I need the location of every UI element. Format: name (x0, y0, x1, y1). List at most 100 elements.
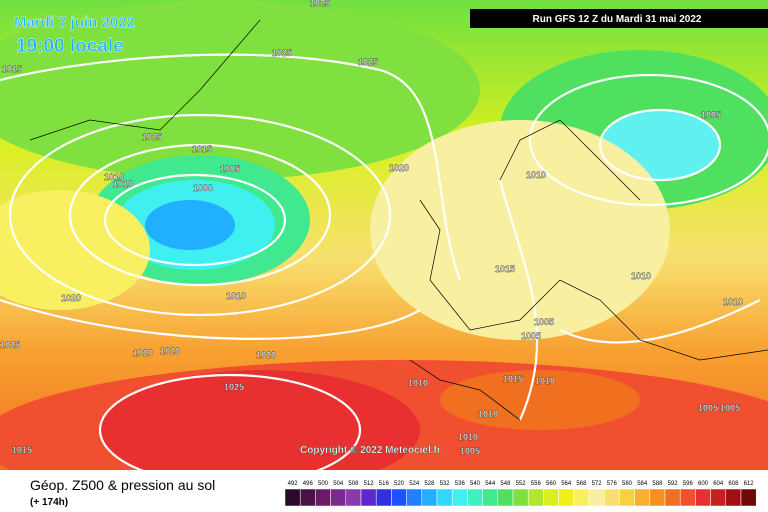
isobar-label: 1010 (113, 179, 133, 189)
scale-swatch (649, 488, 666, 507)
isobar-label: 1005 (220, 164, 240, 174)
scale-swatch (603, 488, 620, 507)
isobar-label: 1010 (631, 271, 651, 281)
scale-swatch (634, 488, 651, 507)
scale-swatch (664, 488, 681, 507)
scale-label: 528 (424, 481, 435, 487)
scale-label: 512 (364, 481, 375, 487)
isobar-label: 1015 (503, 374, 523, 384)
scale-label: 592 (668, 481, 679, 487)
color-scale: 492 496 500 504 508 512 516 520 524 528 532 536 540 5… (284, 481, 757, 507)
isobar-label: 1010 (535, 376, 555, 386)
scale-label: 596 (683, 481, 694, 487)
scale-label: 588 (652, 481, 663, 487)
isobar-label: 1015 (495, 264, 515, 274)
isobar-label: 1005 (521, 331, 541, 341)
isobar-label: 1025 (142, 132, 162, 142)
scale-label: 504 (333, 481, 344, 487)
scale-swatch (467, 488, 483, 507)
run-info: Run GFS 12 Z du Mardi 31 mai 2022 (533, 14, 702, 25)
isobar-label: 1010 (104, 172, 124, 182)
scale-label: 572 (592, 481, 603, 487)
scale-label: 508 (348, 481, 359, 487)
isobar-label: 1005 (701, 110, 721, 120)
scale-label: 564 (561, 481, 572, 487)
scale-swatch (558, 488, 575, 507)
scale-swatch (345, 488, 362, 507)
scale-swatch (512, 488, 529, 507)
scale-label: 600 (698, 481, 709, 487)
isobar-label: 1015 (192, 144, 212, 154)
scale-label: 544 (485, 481, 496, 487)
scale-swatch (451, 488, 468, 507)
scale-swatch (695, 488, 711, 507)
scale-label: 540 (470, 481, 481, 487)
scale-label: 576 (607, 481, 618, 487)
run-box (470, 9, 768, 28)
scale-label: 584 (637, 481, 648, 487)
scale-swatch (588, 488, 605, 507)
legend-title: Géop. Z500 & pression au sol (30, 477, 215, 493)
scale-swatch (299, 488, 316, 507)
scale-swatch (315, 488, 331, 507)
legend-lead: (+ 174h) (30, 497, 68, 508)
scale-label: 612 (744, 481, 755, 487)
isobar-label: 1020 (160, 346, 180, 356)
isobar-label: 1010 (478, 409, 498, 419)
isobar-label: 1010 (458, 432, 478, 442)
isobar-label: 1025 (272, 48, 292, 58)
copyright: Copyright © 2022 Meteociel.fr (300, 445, 441, 456)
scale-label: 500 (318, 481, 329, 487)
isobar-label: 1015 (12, 445, 32, 455)
isobar-label: 1015 (2, 64, 22, 74)
scale-swatch (375, 488, 392, 507)
scale-swatch (740, 488, 757, 507)
scale-swatch (406, 488, 423, 507)
scale-swatch (391, 488, 407, 507)
scale-swatch (527, 488, 544, 507)
isobar-label: 1020 (61, 293, 81, 303)
isobar-label: 1025 (358, 57, 378, 67)
scale-swatch (573, 488, 590, 507)
forecast-date: Mardi 7 juin 2022 (14, 14, 135, 31)
isobar-label: 1005 (698, 403, 718, 413)
scale-label: 580 (622, 481, 633, 487)
isobar-label: 1010 (408, 378, 428, 388)
scale-swatch (482, 488, 499, 507)
scale-label: 536 (455, 481, 466, 487)
scale-label: 552 (516, 481, 527, 487)
scale-label: 516 (379, 481, 390, 487)
scale-label: 496 (303, 481, 314, 487)
forecast-time: 19:00 locale (16, 36, 124, 57)
isobar-label: 1025 (0, 340, 20, 350)
scale-swatch (710, 488, 727, 507)
scale-label: 608 (728, 481, 739, 487)
scale-label: 548 (500, 481, 511, 487)
scale-swatch (436, 488, 453, 507)
scale-label: 532 (440, 481, 451, 487)
isobar-label: 1005 (460, 446, 480, 456)
scale-swatch (497, 488, 514, 507)
scale-swatch (543, 488, 559, 507)
isobar-label: 1005 (720, 403, 740, 413)
scale-label: 568 (576, 481, 587, 487)
isobar-label: 1010 (226, 291, 246, 301)
scale-swatch (360, 488, 377, 507)
scale-swatch (619, 488, 635, 507)
scale-label: 560 (546, 481, 557, 487)
isobar-label: 1020 (389, 163, 409, 173)
isobar-label: 1005 (534, 317, 554, 327)
scale-swatch (330, 488, 347, 507)
scale-label: 520 (394, 481, 405, 487)
isobar-label: 1025 (310, 0, 330, 8)
isobar-label: 1020 (256, 350, 276, 360)
scale-label: 556 (531, 481, 542, 487)
scale-swatch (284, 488, 301, 507)
scale-swatch (679, 488, 696, 507)
isobar-label: 1000 (193, 183, 213, 193)
isobar-label: 1010 (526, 170, 546, 180)
scale-label: 492 (288, 481, 299, 487)
isobar-label: 1025 (224, 382, 244, 392)
